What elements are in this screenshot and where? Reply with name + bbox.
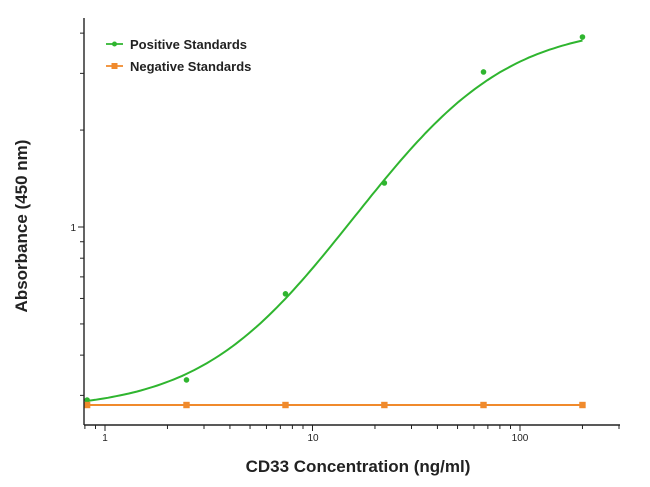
series-line-positive	[86, 39, 583, 402]
data-point	[381, 180, 388, 186]
data-point	[83, 401, 91, 409]
legend-item-positive: Positive Standards	[106, 37, 247, 52]
legend: Positive Standards Negative Standards	[106, 37, 251, 74]
plot-area	[83, 34, 586, 409]
data-point	[282, 291, 289, 297]
x-ticks	[84, 425, 620, 431]
legend-marker-positive	[112, 41, 117, 47]
legend-marker-negative	[111, 63, 118, 69]
data-point	[579, 401, 586, 409]
legend-label-positive: Positive Standards	[130, 37, 247, 52]
data-point	[84, 397, 90, 403]
x-axis-title: CD33 Concentration (ng/ml)	[246, 457, 471, 476]
data-point	[579, 34, 586, 40]
x-tick-label: 100	[512, 433, 529, 444]
y-tick-label: 1	[70, 223, 76, 234]
y-axis-title: Absorbance (450 nm)	[12, 140, 31, 313]
data-point	[381, 401, 388, 409]
x-tick-label: 1	[102, 433, 108, 444]
y-ticks	[78, 32, 84, 396]
data-point	[480, 69, 487, 75]
data-point	[282, 401, 289, 409]
data-point	[183, 401, 190, 409]
data-point	[480, 401, 487, 409]
x-tick-label: 10	[307, 433, 319, 444]
data-point	[183, 377, 190, 383]
legend-label-negative: Negative Standards	[130, 59, 251, 74]
legend-item-negative: Negative Standards	[106, 59, 251, 74]
